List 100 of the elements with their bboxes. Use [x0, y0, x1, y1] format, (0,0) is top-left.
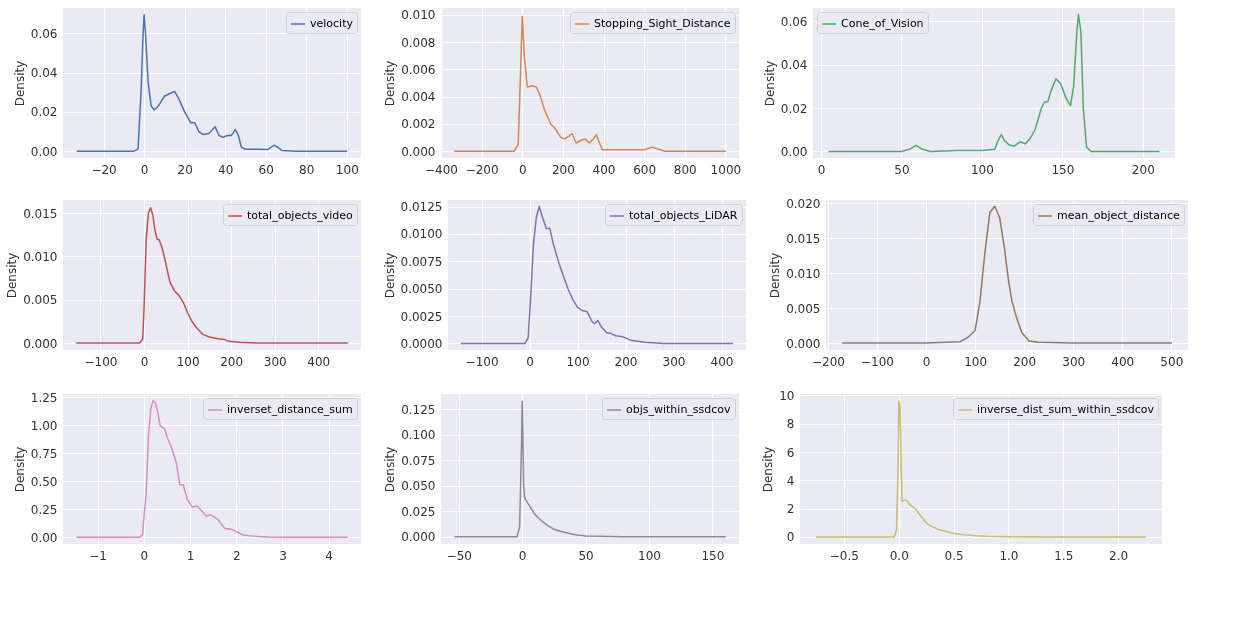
- y-tick-label: 1.00: [30, 418, 58, 433]
- x-tick-label: 4: [325, 548, 333, 563]
- x-tick-label: 0: [140, 548, 149, 563]
- y-tick-label: 0.25: [30, 502, 58, 517]
- y-tick-label: 2: [786, 502, 795, 517]
- y-tick-label: 0.002: [401, 117, 436, 132]
- x-tick-label: 150: [701, 548, 725, 563]
- y-tick-label: 0.006: [401, 62, 436, 77]
- y-tick-label: 0.04: [30, 66, 58, 81]
- legend-label: objs_within_ssdcov: [626, 403, 732, 416]
- y-tick-label: 0.0025: [400, 309, 443, 324]
- x-tick-label: 300: [263, 354, 287, 369]
- x-tick-label: −0.5: [829, 548, 859, 563]
- x-tick-label: 50: [578, 548, 594, 563]
- x-tick-label: 2.0: [1109, 548, 1129, 563]
- legend-label: velocity: [310, 17, 354, 30]
- y-axis-title: Density: [5, 252, 20, 299]
- y-tick-label: 0.0100: [400, 227, 443, 242]
- line-series: [828, 13, 1160, 153]
- legend-label: Cone_of_Vision: [841, 17, 924, 30]
- y-tick-label: 0.02: [780, 101, 808, 116]
- y-tick-label: 0.000: [401, 144, 436, 159]
- y-tick-label: 0.125: [401, 402, 436, 417]
- y-tick-label: 0.06: [780, 14, 808, 29]
- y-tick-label: 0.008: [401, 35, 436, 50]
- x-tick-label: 400: [1111, 354, 1135, 369]
- y-tick-label: 0.015: [23, 206, 58, 221]
- y-axis-title: Density: [12, 446, 27, 493]
- x-tick-label: 50: [894, 162, 910, 177]
- x-tick-label: 1.5: [1054, 548, 1074, 563]
- y-tick-label: 0: [786, 530, 795, 545]
- y-axis-title: Density: [383, 446, 398, 493]
- y-tick-label: 0.005: [23, 293, 58, 308]
- x-tick-label: 400: [307, 354, 331, 369]
- y-tick-label: 0.000: [786, 336, 821, 351]
- y-tick-label: 0.50: [30, 474, 58, 489]
- x-tick-label: 0: [526, 354, 534, 369]
- x-tick-label: 200: [220, 354, 244, 369]
- x-tick-label: 100: [970, 162, 994, 177]
- y-tick-label: 0.00: [30, 144, 58, 159]
- y-tick-label: 0.020: [786, 196, 821, 211]
- y-tick-label: 8: [786, 417, 795, 432]
- x-tick-label: 300: [662, 354, 686, 369]
- y-axis-title: Density: [761, 446, 776, 493]
- y-tick-label: 0.00: [780, 144, 808, 159]
- x-tick-label: 200: [1013, 354, 1037, 369]
- x-tick-label: 0: [140, 162, 149, 177]
- y-tick-label: 0.004: [401, 90, 436, 105]
- x-tick-label: 0: [140, 354, 149, 369]
- x-tick-label: 400: [710, 354, 734, 369]
- y-tick-label: 10: [779, 388, 795, 403]
- y-axis-title: Density: [382, 252, 397, 299]
- y-tick-label: 1.25: [30, 390, 58, 405]
- y-tick-label: 0.050: [401, 479, 436, 494]
- x-tick-label: 0: [518, 548, 527, 563]
- x-tick-label: −400: [425, 162, 458, 177]
- x-tick-label: 100: [176, 354, 200, 369]
- y-tick-label: 0.0050: [400, 282, 443, 297]
- x-tick-label: 800: [673, 162, 697, 177]
- y-axis-title: Density: [383, 60, 398, 107]
- legend-label: total_objects_LiDAR: [629, 209, 738, 222]
- legend-label: mean_object_distance: [1057, 209, 1180, 222]
- x-tick-label: 200: [551, 162, 575, 177]
- x-tick-label: 40: [218, 162, 234, 177]
- x-tick-label: −50: [446, 548, 472, 563]
- y-tick-label: 0.010: [23, 249, 58, 264]
- legend-label: inverset_distance_sum: [227, 403, 353, 416]
- y-tick-label: 0.000: [23, 336, 58, 351]
- x-tick-label: 0: [518, 162, 527, 177]
- y-tick-label: 0.010: [786, 266, 821, 281]
- y-tick-label: 0.075: [401, 453, 436, 468]
- x-tick-label: 100: [335, 162, 359, 177]
- x-tick-label: 500: [1160, 354, 1184, 369]
- x-tick-label: 0.5: [944, 548, 964, 563]
- x-tick-label: 80: [299, 162, 315, 177]
- y-axis-title: Density: [762, 60, 777, 107]
- y-tick-label: 4: [786, 473, 795, 488]
- y-tick-label: 0.100: [401, 428, 436, 443]
- y-tick-label: 0.010: [401, 8, 436, 23]
- x-tick-label: 1.0: [999, 548, 1019, 563]
- x-tick-label: 100: [964, 354, 988, 369]
- x-tick-label: 2: [232, 548, 241, 563]
- x-tick-label: 100: [638, 548, 661, 563]
- y-tick-label: 6: [786, 445, 795, 460]
- y-tick-label: 0.06: [30, 26, 58, 41]
- x-tick-label: 100: [566, 354, 590, 369]
- y-tick-label: 0.015: [786, 231, 821, 246]
- legend-label: Stopping_Sight_Distance: [594, 17, 731, 30]
- x-tick-label: 150: [1051, 162, 1075, 177]
- y-axis-title: Density: [12, 60, 27, 107]
- x-tick-label: −100: [84, 354, 118, 369]
- y-tick-label: 0.025: [401, 504, 436, 519]
- legend-label: total_objects_video: [247, 209, 354, 222]
- x-tick-label: 300: [1062, 354, 1086, 369]
- y-tick-label: 0.005: [786, 301, 821, 316]
- x-tick-label: 200: [1131, 162, 1155, 177]
- y-tick-label: 0.04: [780, 58, 808, 73]
- x-tick-label: 20: [177, 162, 193, 177]
- y-tick-label: 0.0075: [400, 254, 443, 269]
- y-tick-label: 0.75: [30, 446, 58, 461]
